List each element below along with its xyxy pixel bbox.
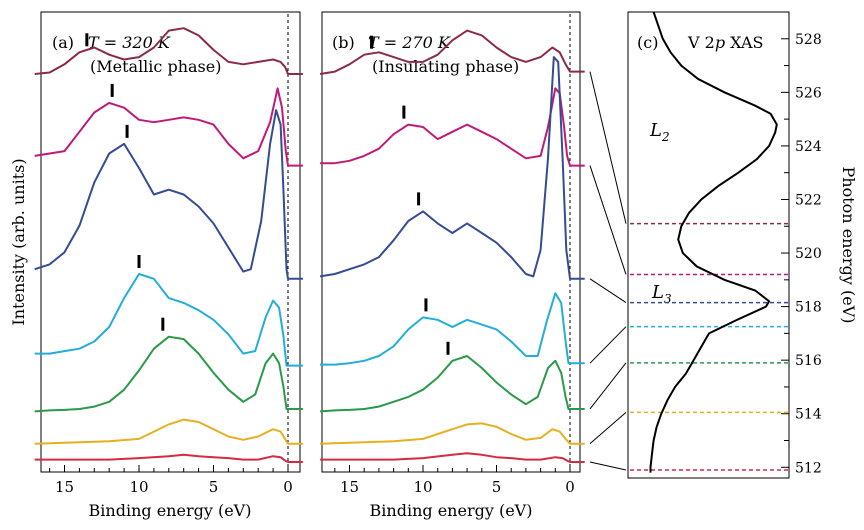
spectrum-line xyxy=(34,27,303,75)
panel-a-label: (a) xyxy=(52,33,74,52)
panel-b-temperature: T = 270 K xyxy=(368,33,451,52)
y-axis-label: Intensity (arb. units) xyxy=(9,158,28,325)
panel-b-x-axis: 15 10 5 0 xyxy=(334,14,575,496)
x-tick-label: 5 xyxy=(492,478,502,496)
connector-line xyxy=(589,71,627,224)
panel-c-frame xyxy=(627,11,790,479)
spectrum-line xyxy=(320,422,585,445)
y-tick-label: 512 xyxy=(795,460,822,476)
y-tick-label: 526 xyxy=(795,85,822,101)
y-tick-label: 522 xyxy=(795,192,822,208)
connector-line xyxy=(589,412,627,445)
connector-line xyxy=(589,362,627,410)
connector-line xyxy=(589,461,627,471)
panel-a: (a) T = 320 K (Metallic phase) 15 10 5 0 Bi… xyxy=(34,11,303,520)
panel-b-x-axis-label: Binding energy (eV) xyxy=(370,501,533,520)
panel-c-edge-label-l2: L2 xyxy=(649,120,670,144)
spectrum-line xyxy=(34,109,303,280)
y-tick-label: 528 xyxy=(795,32,822,48)
connector-line xyxy=(589,278,627,303)
panel-b-series-group xyxy=(319,29,585,463)
spectrum-line xyxy=(320,452,585,463)
panel-c-label: (c) xyxy=(637,33,658,52)
panel-c-title: V 2p XAS xyxy=(687,33,764,52)
panel-c-xas-curve xyxy=(649,11,778,473)
spectrum-line xyxy=(34,87,303,167)
x-tick-label: 15 xyxy=(55,478,74,496)
x-tick-label: 5 xyxy=(209,478,219,496)
x-tick-label: 15 xyxy=(340,478,359,496)
x-tick-label: 10 xyxy=(413,478,432,496)
panel-b-phase: (Insulating phase) xyxy=(372,57,519,76)
panel-b-frame xyxy=(321,11,581,473)
spectrum-line xyxy=(320,355,585,413)
connector-line xyxy=(589,326,627,364)
panel-a-x-axis-label: Binding energy (eV) xyxy=(89,501,252,520)
panel-c-y-axis-label: Photon energy (eV) xyxy=(839,167,858,324)
panel-c: (c) V 2p XAS L2 L3 512514516518520522524… xyxy=(627,11,858,479)
panel-c-excitation-lines xyxy=(630,222,788,471)
y-tick-label: 520 xyxy=(795,246,822,262)
spectrum-line xyxy=(34,418,303,445)
x-tick-label: 10 xyxy=(129,478,148,496)
spectrum-line xyxy=(34,453,303,463)
x-tick-label: 0 xyxy=(565,478,575,496)
connector-lines xyxy=(589,71,627,471)
y-tick-label: 514 xyxy=(795,407,822,423)
spectrum-line xyxy=(319,56,585,280)
y-tick-label: 516 xyxy=(795,353,822,369)
panel-b: (b) T = 270 K (Insulating phase) 15 10 5 0 … xyxy=(319,11,585,520)
panel-a-phase: (Metallic phase) xyxy=(90,57,221,76)
panel-b-label: (b) xyxy=(332,33,355,52)
spectrum-line xyxy=(320,292,585,366)
connector-line xyxy=(589,165,627,275)
spectrum-line xyxy=(34,273,303,367)
panel-a-x-axis: 15 10 5 0 xyxy=(49,14,293,496)
panel-a-temperature: T = 320 K xyxy=(88,33,171,52)
spectrum-line xyxy=(320,87,585,167)
panel-a-series-group xyxy=(34,27,303,463)
y-tick-label: 518 xyxy=(795,300,822,316)
x-tick-label: 0 xyxy=(283,478,293,496)
spectrum-line xyxy=(319,29,585,75)
spectrum-line xyxy=(34,335,303,413)
panel-c-y-axis: 512 514 516 518 520 522 524 526 528 xyxy=(781,32,822,476)
panel-a-frame xyxy=(40,11,301,473)
y-tick-label: 524 xyxy=(795,139,822,155)
